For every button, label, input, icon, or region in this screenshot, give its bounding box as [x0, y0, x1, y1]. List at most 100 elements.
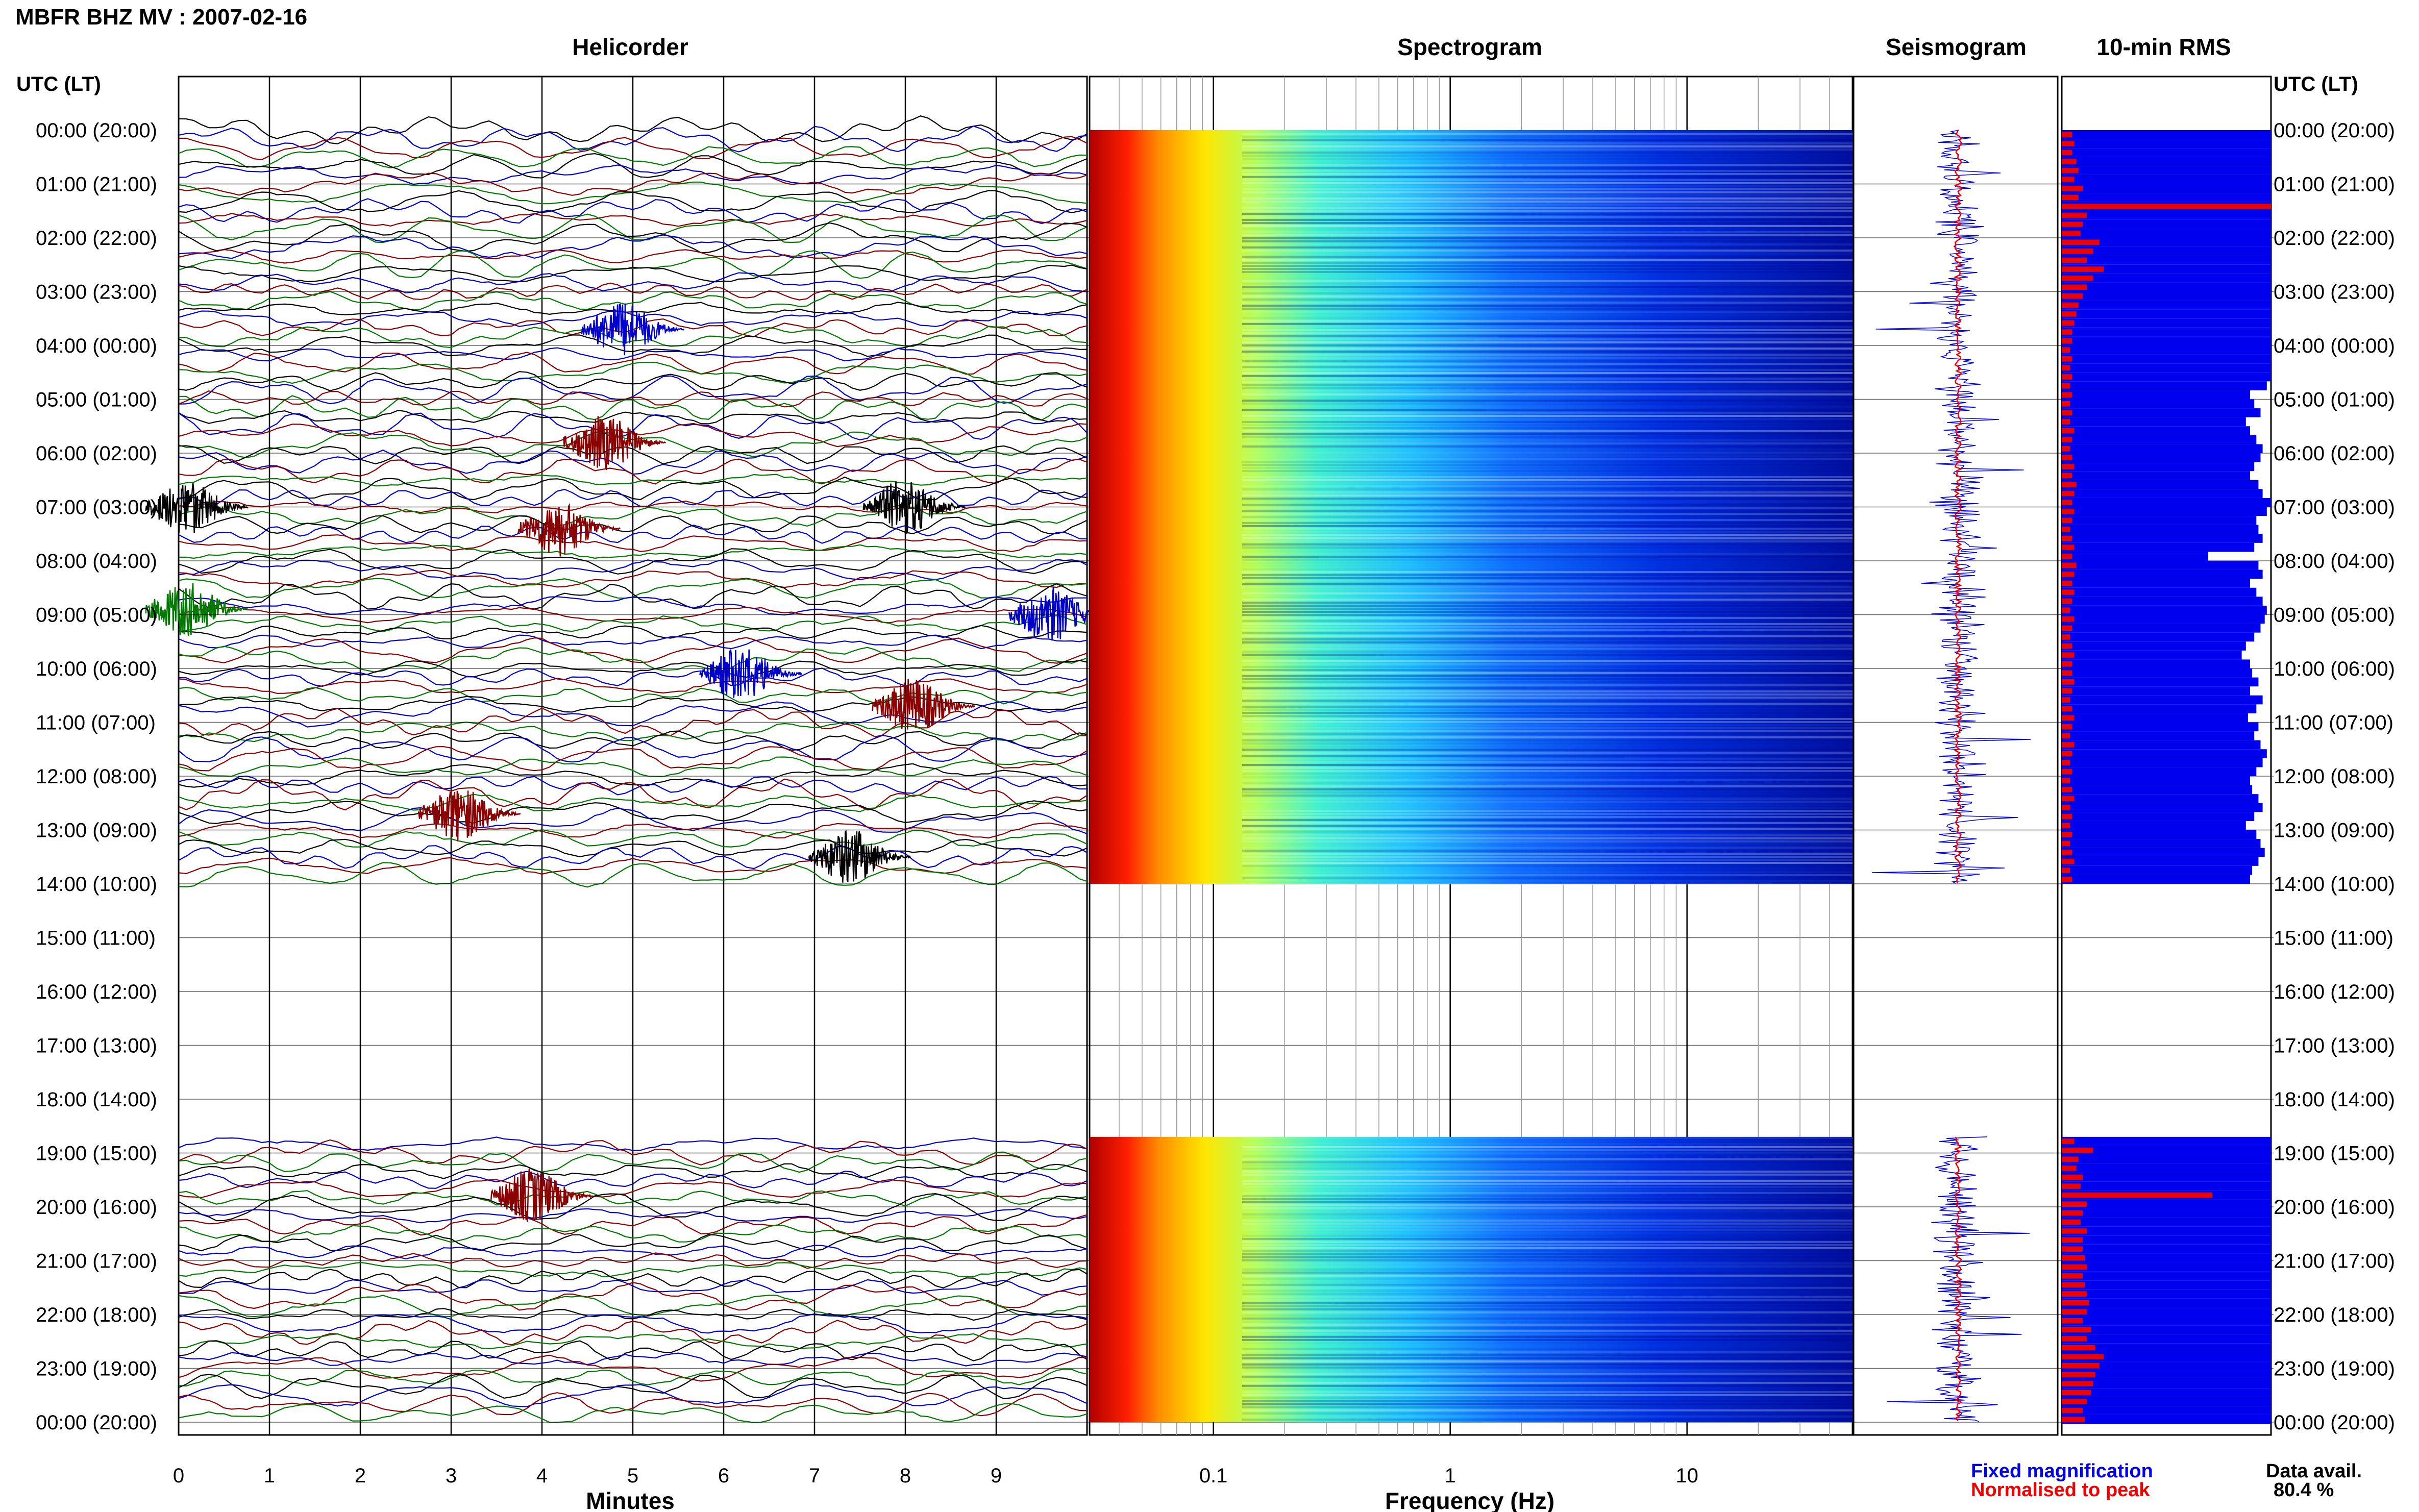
- helicorder-trace: [178, 1193, 1088, 1222]
- rms-bar-fixed: [2062, 534, 2263, 543]
- spectrogram-stripe: [1242, 651, 1853, 653]
- spectrogram-stripe: [1242, 522, 1853, 524]
- spectrogram-stripe: [1242, 654, 1853, 656]
- rms-bar-fixed: [2062, 776, 2250, 785]
- rms-bar-normalised: [2062, 643, 2072, 649]
- rms-bar-fixed: [2062, 704, 2257, 713]
- rms-bar-fixed: [2062, 453, 2261, 462]
- spectrogram-stripe: [1242, 133, 1853, 135]
- spectrogram-title: Spectrogram: [1397, 34, 1542, 60]
- spectrogram-stripe: [1242, 442, 1853, 444]
- rms-bar-fixed: [2062, 489, 2263, 498]
- spectrogram-stripe: [1242, 344, 1853, 346]
- spectrogram-stripe: [1242, 142, 1853, 144]
- rms-bar-fixed: [2062, 345, 2271, 355]
- spectrogram-stripe: [1242, 1201, 1853, 1203]
- spectrogram-stripe: [1242, 709, 1853, 711]
- helicorder-trace: [178, 544, 1088, 559]
- spectrogram-stripe: [1242, 409, 1853, 411]
- helicorder-trace: [178, 1234, 1088, 1252]
- spectrogram-stripe: [1242, 378, 1853, 380]
- spectrogram-stripe: [1242, 641, 1853, 643]
- spectrogram-stripe: [1242, 289, 1853, 291]
- spectrogram-stripe: [1242, 1311, 1853, 1313]
- spectrogram-stripe: [1242, 547, 1853, 549]
- spectrogram-stripe: [1242, 1146, 1853, 1148]
- helicorder-event: [581, 303, 684, 356]
- spectrogram-stripe: [1242, 329, 1853, 331]
- time-tick-label-right: 01:00 (21:00): [2274, 173, 2395, 196]
- rms-bar-fixed: [2062, 1226, 2271, 1236]
- time-tick-label-right: 06:00 (02:00): [2274, 442, 2395, 465]
- spectrogram-stripe: [1242, 690, 1853, 692]
- spectrogram-stripe: [1242, 323, 1853, 325]
- spectrogram-x-tick-label: 10: [1675, 1465, 1698, 1487]
- spectrogram-stripe: [1242, 1149, 1853, 1151]
- spectrogram-stripe: [1242, 528, 1853, 530]
- spectrogram-stripe: [1242, 308, 1853, 310]
- rms-bar-normalised: [2062, 1147, 2093, 1153]
- helicorder-event: [490, 1169, 594, 1222]
- spectrogram-stripe: [1242, 1379, 1853, 1381]
- spectrogram-stripe: [1242, 1363, 1853, 1366]
- spectrogram-stripe: [1242, 488, 1853, 490]
- rms-bar-normalised: [2062, 401, 2070, 407]
- helicorder-x-tick-label: 7: [809, 1465, 820, 1487]
- rms-bar-normalised: [2062, 212, 2087, 218]
- rms-bar-fixed: [2062, 193, 2271, 202]
- rms-bar-fixed: [2062, 1155, 2271, 1164]
- rms-bar-normalised: [2062, 159, 2077, 164]
- rms-bar-normalised: [2062, 1228, 2087, 1234]
- rms-bar-normalised: [2062, 392, 2072, 398]
- spectrogram-stripe: [1242, 228, 1853, 230]
- rms-bar-normalised: [2062, 544, 2075, 550]
- time-tick-label-right: 16:00 (12:00): [2274, 981, 2395, 1003]
- rms-bar-normalised: [2062, 1192, 2213, 1198]
- rms-bar-fixed: [2062, 1325, 2271, 1334]
- spectrogram-stripe: [1242, 265, 1853, 267]
- rms-bar-fixed: [2062, 561, 2259, 570]
- spectrogram-stripe: [1242, 700, 1853, 702]
- spectrogram-stripe: [1242, 844, 1853, 846]
- spectrogram-stripe: [1242, 788, 1853, 790]
- spectrogram-stripe: [1242, 418, 1853, 420]
- helicorder-x-tick-label: 1: [264, 1465, 275, 1487]
- helicorder-trace: [178, 778, 1088, 811]
- rms-bar-normalised: [2062, 527, 2070, 532]
- spectrogram-stripe: [1242, 1253, 1853, 1255]
- spectrogram-stripe: [1242, 693, 1853, 696]
- spectrogram-stripe: [1242, 326, 1853, 328]
- rms-bar-normalised: [2062, 1264, 2087, 1270]
- spectrogram-stripe: [1242, 681, 1853, 683]
- spectrogram-stripe: [1242, 415, 1853, 417]
- helicorder-trace: [178, 1208, 1088, 1224]
- rms-bar-normalised: [2062, 1183, 2081, 1189]
- spectrogram-stripe: [1242, 1179, 1853, 1182]
- time-tick-label-right: 12:00 (08:00): [2274, 765, 2395, 788]
- rms-bar-normalised: [2062, 482, 2077, 487]
- helicorder-trace: [178, 807, 1088, 834]
- spectrogram-stripe: [1242, 1277, 1853, 1280]
- spectrogram-stripe: [1242, 599, 1853, 601]
- helicorder-trace: [178, 146, 1088, 168]
- spectrogram-stripe: [1242, 240, 1853, 242]
- spectrogram-stripe: [1242, 1213, 1853, 1216]
- helicorder-event: [808, 829, 911, 883]
- rms-bar-fixed: [2062, 426, 2250, 435]
- rms-bar-fixed: [2062, 812, 2255, 821]
- spectrogram-stripe: [1242, 1286, 1853, 1289]
- rms-bar-normalised: [2062, 275, 2093, 281]
- rms-bar-fixed: [2062, 139, 2271, 148]
- spectrogram-stripe: [1242, 611, 1853, 613]
- rms-bar-normalised: [2062, 760, 2070, 765]
- spectrogram-stripe: [1242, 1296, 1853, 1298]
- spectrogram-stripe: [1242, 880, 1853, 882]
- rms-panel: [2061, 76, 2272, 1436]
- spectrogram-stripe: [1242, 479, 1853, 481]
- spectrogram-stripe: [1242, 1400, 1853, 1402]
- rms-bar-fixed: [2062, 435, 2257, 444]
- helicorder-event: [699, 649, 803, 698]
- helicorder-trace: [179, 136, 1088, 160]
- rms-bar-fixed: [2062, 722, 2259, 732]
- spectrogram-stripe: [1242, 1345, 1853, 1347]
